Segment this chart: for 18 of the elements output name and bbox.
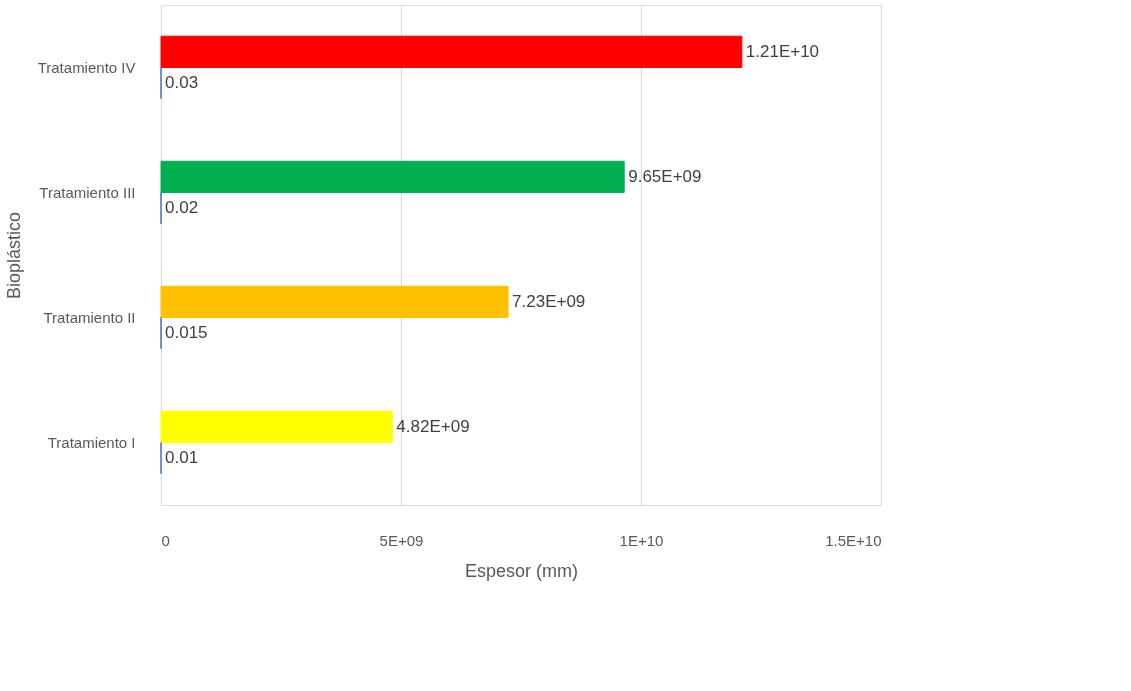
data-label: 7.23E+09: [512, 291, 586, 311]
y-axis-title: Bioplástico: [3, 211, 24, 300]
y-tick-label: Tratamiento II: [43, 308, 136, 326]
y-tick-label: Tratamiento III: [39, 183, 136, 201]
x-axis-title: Espesor (mm): [464, 560, 579, 581]
y-tick-label: Tratamiento IV: [37, 58, 136, 76]
data-label: 0.03: [165, 73, 199, 93]
data-label: 4.82E+09: [396, 416, 470, 436]
x-tick-label: 1E+10: [619, 531, 664, 549]
data-label: 0.015: [165, 323, 208, 343]
data-label: 0.02: [165, 198, 199, 218]
x-tick-label: 0: [161, 531, 170, 549]
y-tick-label: Tratamiento I: [47, 433, 136, 451]
data-label: 0.01: [165, 448, 199, 468]
data-label: 1.21E+10: [745, 41, 820, 61]
x-tick-label: 1.5E+10: [825, 531, 882, 549]
data-label: 9.65E+09: [628, 166, 702, 186]
x-tick-label: 5E+09: [379, 531, 424, 549]
